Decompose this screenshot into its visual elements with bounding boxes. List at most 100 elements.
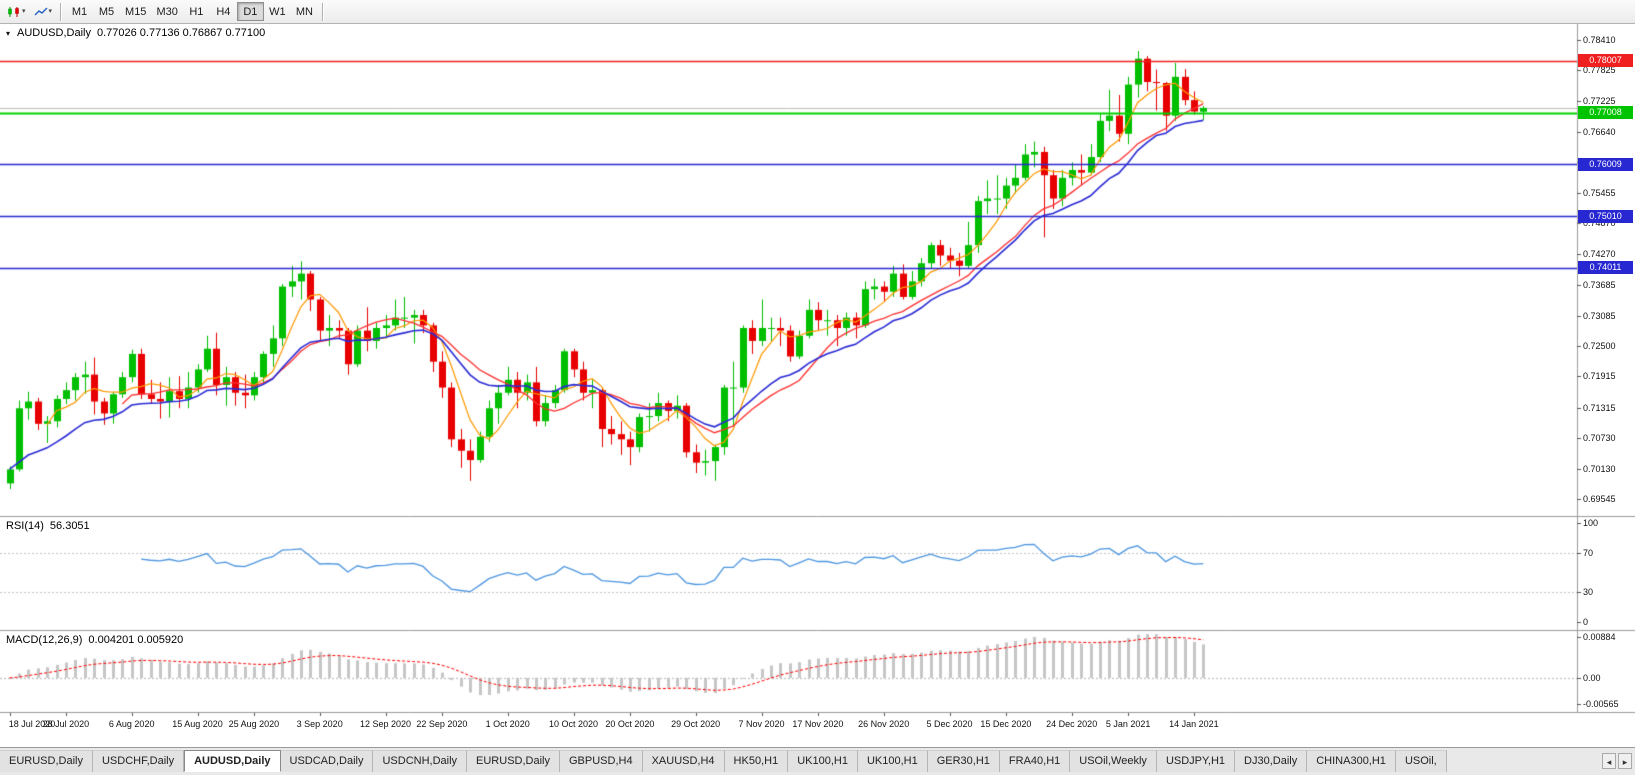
date-axis-label: 15 Dec 2020 (980, 719, 1032, 729)
rsi-value: 56.3051 (49, 520, 90, 532)
chart-tab[interactable]: UK100,H1 (857, 750, 928, 772)
price-line-badge: 0.75010 (1578, 209, 1633, 223)
chart-tab[interactable]: USOil, (1395, 750, 1447, 772)
toolbar-separator (321, 2, 324, 21)
line-chart-icon (34, 7, 48, 15)
chart-tab[interactable]: HK50,H1 (724, 750, 789, 772)
chart-tab[interactable]: UK100,H1 (788, 750, 858, 772)
chart-tab[interactable]: USDJPY,H1 (1156, 750, 1236, 772)
price-tick-label: 0.73685 (1583, 279, 1616, 290)
date-axis-label: 10 Oct 2020 (548, 719, 599, 729)
chart-tab[interactable]: XAUUSD,H4 (642, 750, 725, 772)
date-axis-label: 18 Jul 2020 (8, 719, 56, 729)
tab-scroll-right-button[interactable]: ▸ (1618, 753, 1632, 769)
timeframe-button-h1[interactable]: H1 (189, 5, 204, 18)
rsi-tick-label: 100 (1583, 518, 1599, 528)
rsi-tick-label: 70 (1583, 547, 1594, 558)
date-axis-label: 3 Sep 2020 (296, 719, 343, 729)
price-tick-label: 0.76640 (1583, 126, 1616, 137)
price-line-badge: 0.76009 (1578, 157, 1633, 171)
date-axis-label: 26 Nov 2020 (858, 719, 910, 729)
chevron-down-icon: ▾ (48, 8, 53, 15)
chart-tab[interactable]: GBPUSD,H4 (560, 750, 643, 772)
timeframe-button-m15[interactable]: M15 (125, 5, 147, 18)
price-line-badge: 0.78007 (1578, 54, 1633, 68)
chart-tab[interactable]: USDCHF,Daily (92, 750, 185, 772)
chart-tab[interactable]: USDCNH,Daily (373, 750, 468, 772)
timeframe-buttons: M1 M5 M15 M30 H1 H4 D1 W1 MN (66, 2, 318, 21)
chart-tabs: EURUSD,Daily USDCHF,Daily AUDUSD,Daily USDC… (0, 750, 1447, 772)
date-axis-label: 7 Nov 2020 (738, 719, 785, 729)
date-axis-label: 15 Aug 2020 (172, 719, 223, 729)
price-tick-label: 0.74870 (1583, 218, 1616, 229)
price-line-badge: 0.74011 (1578, 261, 1633, 275)
tab-scroll-controls: ◂ ▸ (1599, 750, 1635, 772)
macd-tick-label: 0.00884 (1583, 632, 1616, 642)
price-tick-label: 0.71315 (1583, 402, 1616, 413)
new-chart-menu-button[interactable]: ▾ (3, 2, 30, 22)
date-axis-label: 20 Oct 2020 (605, 719, 655, 729)
chart-tab[interactable]: DJ30,Daily (1235, 750, 1308, 772)
date-axis-label: 6 Aug 2020 (108, 719, 155, 729)
chart-tab[interactable]: USDCAD,Daily (280, 750, 374, 772)
chart-profiles-menu-button[interactable]: ▾ (30, 2, 57, 22)
price-tick-label: 0.69545 (1583, 494, 1616, 505)
timeframe-button-m5[interactable]: M5 (98, 5, 115, 18)
date-axis-label: 25 Aug 2020 (228, 719, 280, 729)
timeframe-button-w1[interactable]: W1 (269, 5, 286, 18)
rsi-tick-label: 0 (1583, 617, 1589, 627)
symbol-ohlc-label: ▾ AUDUSD,Daily 0.77026 0.77136 0.76867 0… (6, 27, 265, 39)
date-axis-label: 1 Oct 2020 (485, 719, 530, 729)
chevron-down-icon: ▾ (22, 8, 26, 15)
price-tick-label: 0.75455 (1583, 188, 1616, 199)
chart-region: ▾ AUDUSD,Daily 0.77026 0.77136 0.76867 0… (0, 24, 1635, 747)
date-axis-label: 22 Sep 2020 (416, 719, 468, 729)
symbol-label: AUDUSD,Daily (17, 27, 91, 39)
price-tick-label: 0.78410 (1583, 35, 1616, 46)
chart-tab[interactable]: AUDUSD,Daily (184, 750, 281, 772)
macd-tick-label: -0.00565 (1583, 699, 1619, 709)
chart-canvas[interactable] (0, 24, 1635, 747)
chart-tab[interactable]: EURUSD,Daily (0, 750, 93, 772)
price-tick-label: 0.74270 (1583, 249, 1616, 260)
timeframe-button-m1[interactable]: M1 (71, 5, 88, 18)
chart-tabs-bar: EURUSD,Daily USDCHF,Daily AUDUSD,Daily USDC… (0, 747, 1635, 775)
toolbar: ▾ ▾ M1 M5 M15 M30 H1 H4 D1 W1 MN (0, 0, 1635, 24)
price-tick-label: 0.70730 (1583, 432, 1616, 443)
candlestick-chart-icon (8, 6, 19, 17)
date-axis-label: 5 Dec 2020 (926, 719, 973, 729)
date-axis-label: 28 Jul 2020 (42, 719, 90, 729)
date-axis-label: 24 Dec 2020 (1046, 719, 1098, 729)
chart-tab[interactable]: CHINA300,H1 (1307, 750, 1396, 772)
timeframe-button-h4[interactable]: H4 (216, 5, 231, 18)
price-line-badge: 0.77008 (1578, 106, 1633, 120)
price-tick-label: 0.77225 (1583, 96, 1616, 107)
price-tick-label: 0.72500 (1583, 341, 1616, 352)
chart-tab[interactable]: USOil,Weekly (1070, 750, 1157, 772)
price-tick-label: 0.77825 (1583, 65, 1616, 76)
toolbar-separator (60, 2, 63, 21)
chart-tab[interactable]: EURUSD,Daily (467, 750, 560, 772)
timeframe-button-mn[interactable]: MN (295, 5, 313, 18)
chart-tab[interactable]: GER30,H1 (927, 750, 1000, 772)
macd-indicator-label: MACD(12,26,9) 0.004201 0.005920 (6, 634, 183, 646)
one-click-trading-arrow-icon[interactable]: ▾ (6, 28, 11, 38)
price-tick-label: 0.70130 (1583, 463, 1616, 474)
macd-name: MACD(12,26,9) (6, 634, 83, 646)
date-axis-label: 5 Jan 2021 (1105, 719, 1151, 729)
rsi-indicator-label: RSI(14) 56.3051 (6, 520, 90, 532)
price-tick-label: 0.73085 (1583, 310, 1616, 321)
date-axis-label: 14 Jan 2021 (1169, 719, 1219, 729)
rsi-tick-label: 30 (1583, 587, 1594, 598)
chart-tab[interactable]: FRA40,H1 (999, 750, 1071, 772)
date-axis-label: 17 Nov 2020 (792, 719, 844, 729)
timeframe-button-m30[interactable]: M30 (156, 5, 178, 18)
macd-values: 0.004201 0.005920 (88, 634, 184, 646)
rsi-name: RSI(14) (6, 520, 44, 532)
price-tick-label: 0.71915 (1583, 371, 1616, 382)
ohlc-values: 0.77026 0.77136 0.76867 0.77100 (96, 27, 266, 39)
date-axis-label: 29 Oct 2020 (671, 719, 721, 729)
tab-scroll-left-button[interactable]: ◂ (1602, 753, 1616, 769)
macd-tick-label: 0.00 (1583, 672, 1601, 683)
timeframe-button-d1[interactable]: D1 (236, 2, 264, 21)
